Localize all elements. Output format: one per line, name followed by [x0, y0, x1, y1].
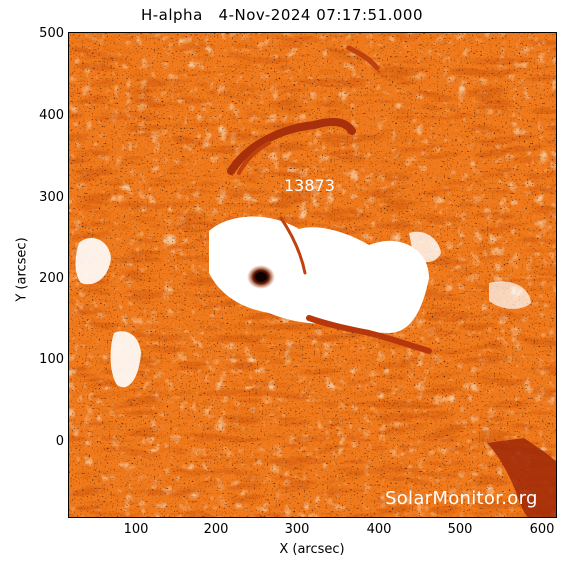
y-tick-label: 500 [39, 26, 64, 41]
plage-regions [75, 216, 531, 388]
watermark: SolarMonitor.org [385, 488, 538, 509]
solar-image [68, 32, 557, 518]
y-tick-label: 100 [39, 352, 64, 367]
y-axis-label: Y (arcsec) [14, 237, 30, 302]
halpha-map [69, 33, 556, 517]
x-tick-label: 600 [529, 522, 555, 537]
y-tick-label: 200 [39, 271, 64, 286]
y-tick-label: 300 [39, 190, 64, 205]
x-tick-label: 200 [203, 522, 229, 537]
x-tick-label: 300 [284, 522, 310, 537]
active-region-label: 13873 [284, 176, 335, 195]
x-tick-label: 100 [123, 522, 149, 537]
filaments [227, 45, 432, 354]
y-tick-label: 0 [55, 434, 64, 449]
x-tick-label: 400 [366, 522, 392, 537]
y-tick-label: 400 [39, 108, 64, 123]
x-axis-label: X (arcsec) [279, 542, 345, 557]
sunspot-umbra [255, 272, 267, 282]
limb-feature [487, 438, 556, 517]
image-title: H-alpha 4-Nov-2024 07:17:51.000 [140, 6, 424, 24]
x-tick-label: 500 [447, 522, 473, 537]
